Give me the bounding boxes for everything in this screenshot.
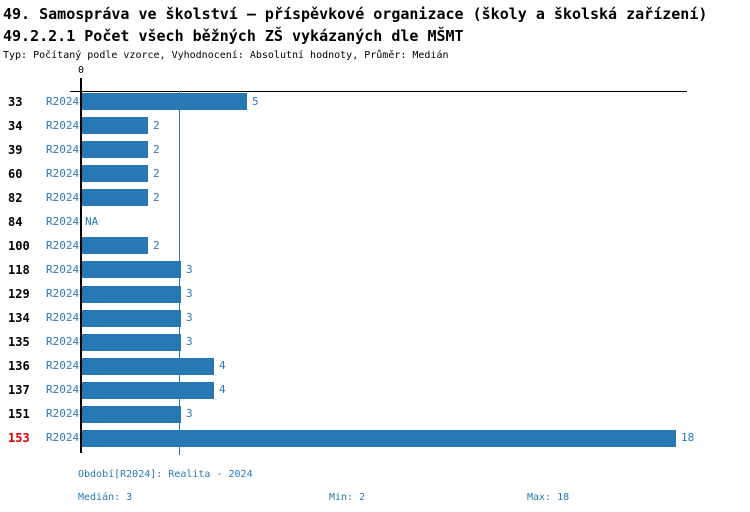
bar-value-label: 4: [219, 359, 226, 373]
x-axis-zero-label: 0: [77, 65, 85, 76]
bar-value-label: 2: [153, 166, 160, 180]
row-period-label: R2024: [46, 407, 80, 421]
row-period-label: R2024: [46, 262, 80, 276]
bar-value-label: 3: [186, 287, 193, 301]
bar-value-label: 2: [153, 238, 160, 252]
row-category-label: 82: [8, 190, 23, 205]
row-category-label: 135: [8, 335, 30, 350]
row-na-label: NA: [85, 214, 99, 228]
bar-row: 137 R2024 4: [0, 378, 750, 402]
bar-row: 136 R2024 4: [0, 354, 750, 378]
bar-value-label: 3: [186, 262, 193, 276]
row-category-label: 34: [8, 118, 23, 133]
bar-row: 153 R2024 18: [0, 426, 750, 450]
bar-value-label: 3: [186, 335, 193, 349]
bar-row: 129 R2024 3: [0, 282, 750, 306]
bar-row: 34 R2024 2: [0, 114, 750, 138]
bar: [82, 285, 181, 303]
bar-value-label: 2: [153, 190, 160, 204]
row-period-label: R2024: [46, 335, 80, 349]
row-category-label: 84: [8, 214, 23, 229]
row-period-label: R2024: [46, 238, 80, 252]
chart-title: 49.2.2.1 Počet všech běžných ZŠ vykázaný…: [3, 27, 464, 45]
row-period-label: R2024: [46, 431, 80, 445]
x-axis-zero-tick: [80, 78, 82, 91]
bar-value-label: 2: [153, 118, 160, 132]
row-period-label: R2024: [46, 166, 80, 180]
row-category-label: 137: [8, 383, 30, 398]
bar: [82, 165, 148, 183]
bar: [82, 333, 181, 351]
row-category-label: 129: [8, 287, 30, 302]
bar-row: 151 R2024 3: [0, 402, 750, 426]
bar: [82, 117, 148, 135]
bar-value-label: 3: [186, 407, 193, 421]
bar: [82, 189, 148, 207]
row-period-label: R2024: [46, 118, 80, 132]
chart-subtitle: Typ: Počítaný podle vzorce, Vyhodnocení:…: [3, 50, 449, 61]
bar-row: 33 R2024 5: [0, 90, 750, 114]
row-period-label: R2024: [46, 214, 80, 228]
bar: [82, 429, 676, 447]
bar-row: 84 R2024 NA: [0, 210, 750, 234]
median-stat-label: Medián: 3: [78, 492, 133, 503]
row-category-label: 100: [8, 238, 30, 253]
bar-row: 100 R2024 2: [0, 234, 750, 258]
row-category-label: 33: [8, 94, 23, 109]
period-label: Období[R2024]: Realita - 2024: [78, 469, 253, 480]
bar-value-label: 4: [219, 383, 226, 397]
bar-row: 134 R2024 3: [0, 306, 750, 330]
bar-row: 60 R2024 2: [0, 162, 750, 186]
row-period-label: R2024: [46, 142, 80, 156]
row-category-label: 136: [8, 359, 30, 374]
bar-row: 82 R2024 2: [0, 186, 750, 210]
row-period-label: R2024: [46, 311, 80, 325]
row-category-label: 118: [8, 262, 30, 277]
bar-value-label: 2: [153, 142, 160, 156]
bar: [82, 381, 214, 399]
bar: [82, 93, 247, 110]
bar-row: 118 R2024 3: [0, 258, 750, 282]
row-period-label: R2024: [46, 383, 80, 397]
min-stat-label: Min: 2: [329, 492, 366, 503]
row-category-label: 134: [8, 311, 30, 326]
row-period-label: R2024: [46, 359, 80, 373]
row-category-label: 153: [8, 431, 30, 446]
bar: [82, 237, 148, 255]
bar: [82, 261, 181, 279]
row-category-label: 60: [8, 166, 23, 181]
bar-row: 39 R2024 2: [0, 138, 750, 162]
row-category-label: 151: [8, 407, 30, 422]
bar: [82, 405, 181, 423]
bar: [82, 309, 181, 327]
page-title: 49. Samospráva ve školství – příspěvkové…: [3, 5, 708, 23]
row-period-label: R2024: [46, 190, 80, 204]
bar-row: 135 R2024 3: [0, 330, 750, 354]
bar-value-label: 3: [186, 311, 193, 325]
x-axis-line: [70, 91, 687, 92]
row-category-label: 39: [8, 142, 23, 157]
bar: [82, 357, 214, 375]
row-period-label: R2024: [46, 287, 80, 301]
bar: [82, 141, 148, 159]
row-period-label: R2024: [46, 94, 80, 108]
max-stat-label: Max: 18: [527, 492, 570, 503]
bar-value-label: 5: [252, 94, 259, 108]
y-axis-line: [80, 91, 82, 453]
bar-value-label: 18: [681, 431, 695, 445]
